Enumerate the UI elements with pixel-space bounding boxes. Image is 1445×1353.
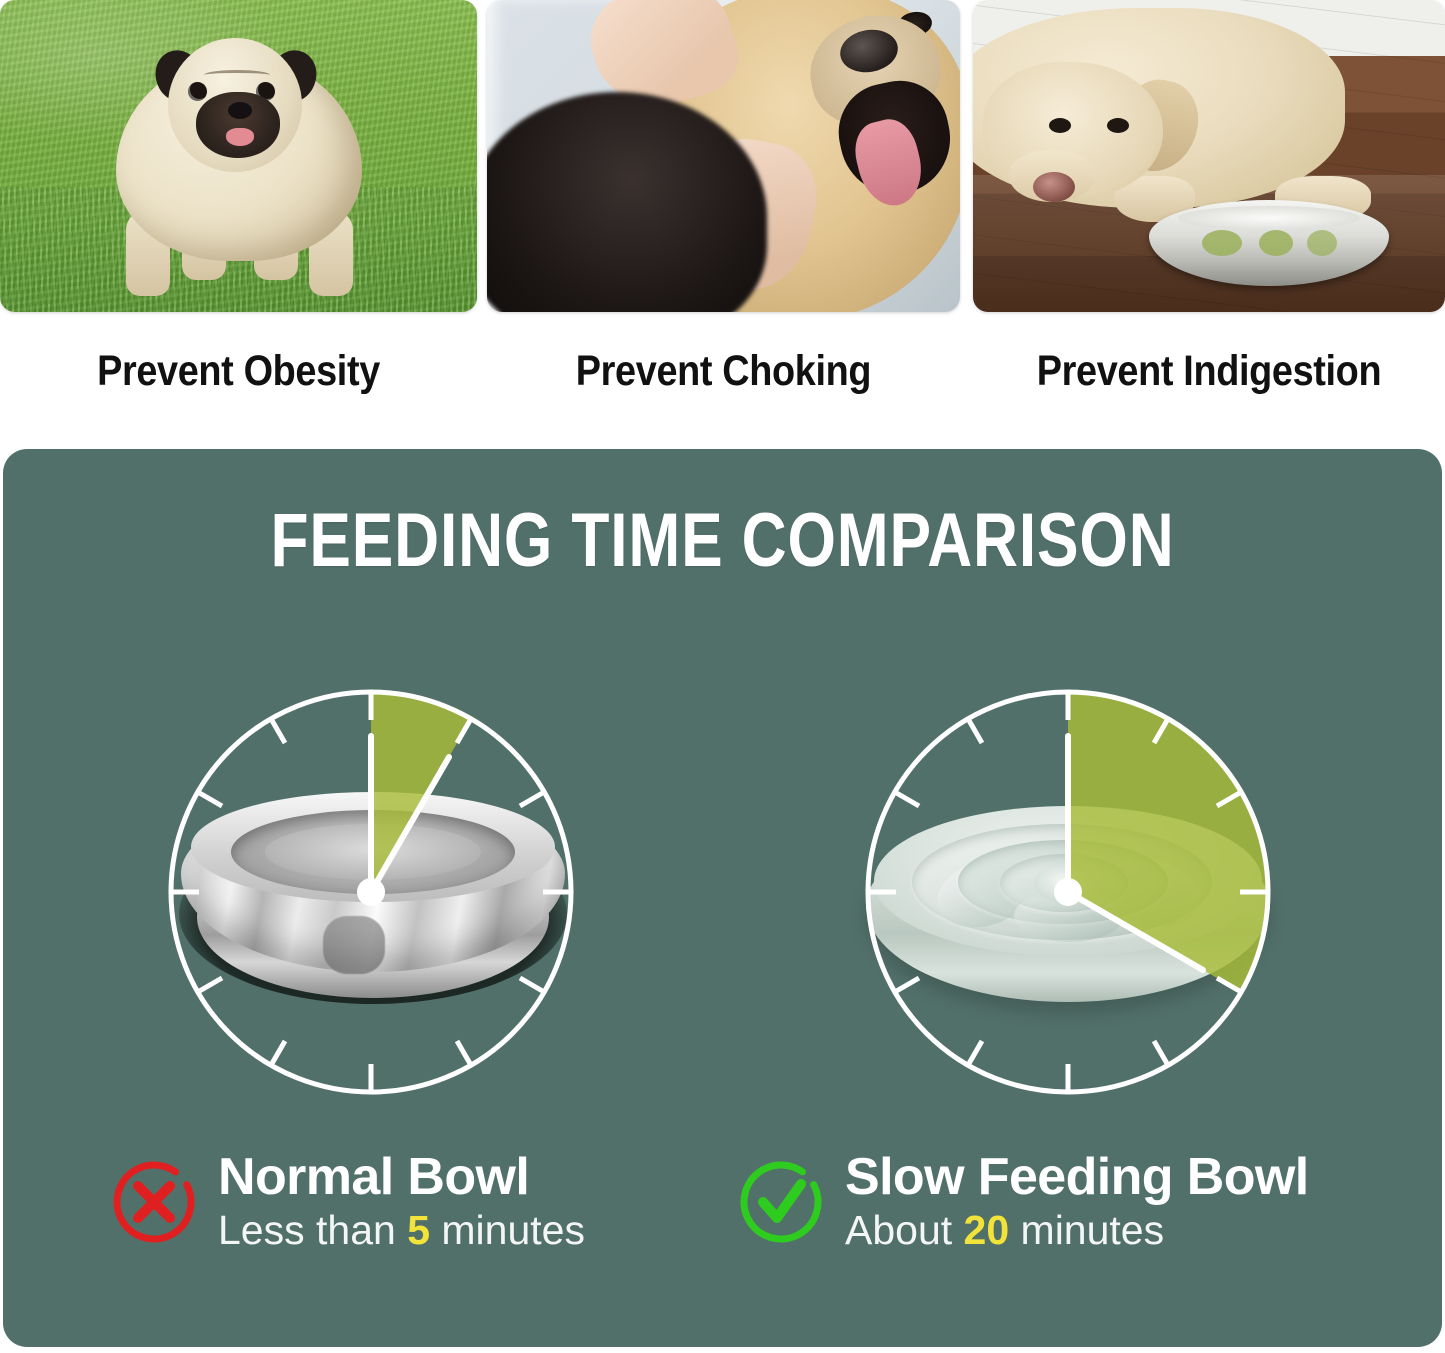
sub-suffix: minutes <box>1009 1206 1165 1253</box>
clock-dial-5-minutes <box>168 689 574 1095</box>
photo-card-prevent-obesity <box>0 0 477 312</box>
feeding-time-comparison-panel: FEEDING TIME COMPARISON <box>3 449 1442 1347</box>
label-normal-bowl: Normal Bowl Less than 5 minutes <box>108 1137 585 1267</box>
sub-prefix: Less than <box>218 1206 408 1253</box>
page-title: FEEDING TIME COMPARISON <box>270 498 1175 583</box>
benefit-photo-strip <box>0 0 1445 312</box>
label-title-slow-feeding-bowl: Slow Feeding Bowl <box>845 1147 1309 1206</box>
caption-prevent-obesity: Prevent Obesity <box>97 346 380 395</box>
caption-prevent-indigestion: Prevent Indigestion <box>1036 346 1382 395</box>
photo-card-prevent-indigestion <box>973 0 1445 312</box>
check-mark-in-circle-icon <box>735 1156 827 1248</box>
labrador-lying-by-food-bowl-photo <box>973 0 1445 312</box>
pug-illustration <box>104 30 374 296</box>
person-head-silhouette <box>487 92 767 312</box>
steel-bowl-in-photo <box>1149 200 1389 286</box>
label-sub-normal-bowl: Less than 5 minutes <box>218 1206 585 1254</box>
label-sub-slow-feeding-bowl: About 20 minutes <box>845 1206 1309 1254</box>
clock-hand-20-minutes <box>1065 889 1206 973</box>
clock-center-dot <box>1054 878 1082 906</box>
clock-ticks <box>171 692 571 1092</box>
clock-dial-20-minutes <box>865 689 1271 1095</box>
overweight-pug-on-grass-photo <box>0 0 477 312</box>
clock-normal-bowl <box>151 672 591 1112</box>
label-slow-feeding-bowl: Slow Feeding Bowl About 20 minutes <box>735 1137 1309 1267</box>
clock-ticks <box>868 692 1268 1092</box>
label-title-normal-bowl: Normal Bowl <box>218 1147 530 1206</box>
hands-opening-dog-mouth-photo <box>487 0 960 312</box>
clock-hand-5-minutes <box>368 754 452 895</box>
caption-prevent-choking: Prevent Choking <box>575 346 872 395</box>
photo-card-prevent-choking <box>487 0 960 312</box>
sub-value: 20 <box>963 1206 1010 1253</box>
benefit-caption-row: Prevent Obesity Prevent Choking Prevent … <box>0 318 1445 424</box>
x-mark-in-circle-icon <box>108 1156 200 1248</box>
clock-center-dot <box>357 878 385 906</box>
clock-slow-feeding-bowl <box>848 672 1288 1112</box>
wedge-20-minutes <box>1068 692 1268 992</box>
sub-prefix: About <box>845 1206 964 1253</box>
sub-value: 5 <box>407 1206 430 1253</box>
wedge-5-minutes <box>371 692 471 892</box>
sub-suffix: minutes <box>430 1206 585 1253</box>
